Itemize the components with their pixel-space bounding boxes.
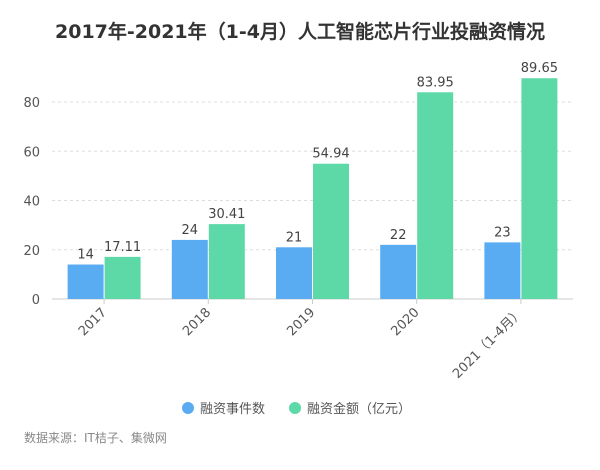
bar-events	[276, 247, 312, 299]
y-tick-label: 0	[32, 293, 40, 308]
data-label: 83.95	[417, 75, 454, 90]
bar-events	[380, 244, 417, 299]
y-tick-label: 60	[23, 145, 40, 160]
data-label: 23	[494, 225, 511, 240]
data-label: 24	[182, 223, 199, 238]
bar-events	[484, 242, 521, 299]
data-label: 17.11	[104, 240, 141, 255]
x-tick-label: 2019	[284, 305, 318, 339]
bar-events	[67, 264, 104, 299]
data-source-note: 数据来源：IT桔子、集微网	[24, 430, 167, 445]
chart-title: 2017年-2021年（1-4月）人工智能芯片行业投融资情况	[55, 20, 545, 43]
bar-events	[171, 239, 208, 299]
y-tick-label: 80	[23, 96, 40, 111]
bar-amount	[104, 256, 141, 299]
data-label: 89.65	[521, 61, 558, 76]
legend: 融资事件数 融资金额（亿元）	[182, 401, 411, 417]
legend-swatch-amount	[289, 402, 301, 414]
y-tick-label: 40	[23, 195, 40, 210]
y-tick-label: 20	[23, 244, 40, 259]
bar-amount	[521, 78, 558, 299]
legend-swatch-events	[182, 402, 194, 414]
legend-label-amount: 融资金额（亿元）	[307, 401, 411, 417]
data-label: 22	[390, 228, 407, 243]
x-tick-label: 2021（1-4月）	[450, 305, 527, 382]
data-label: 21	[286, 230, 303, 245]
data-label: 54.94	[312, 147, 349, 162]
bar-amount	[417, 92, 454, 299]
bar-amount	[208, 224, 245, 299]
bar-amount	[313, 163, 349, 299]
data-label: 14	[77, 248, 94, 263]
x-tick-label: 2017	[76, 305, 110, 339]
legend-label-events: 融资事件数	[200, 402, 265, 417]
x-tick-label: 2020	[389, 305, 423, 339]
x-tick-label: 2018	[180, 305, 214, 339]
data-label: 30.41	[208, 207, 245, 222]
